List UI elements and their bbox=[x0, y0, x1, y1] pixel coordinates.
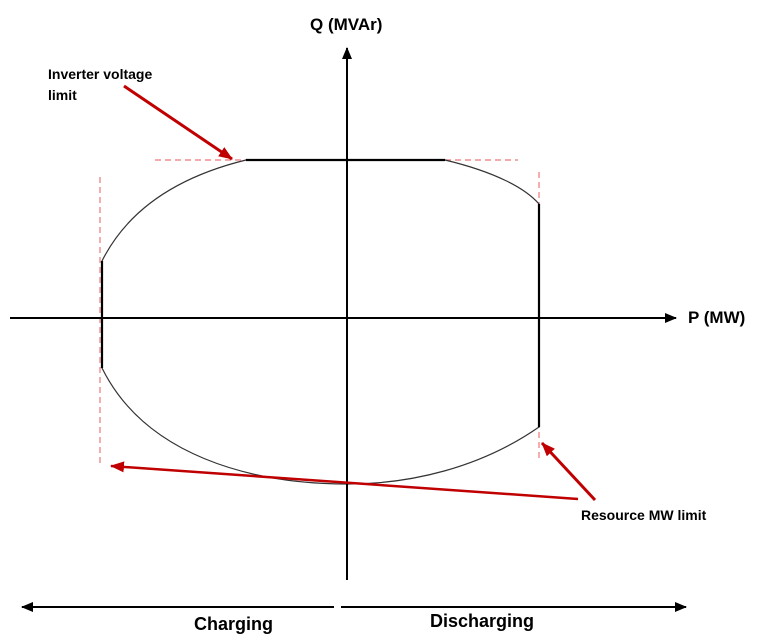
inverter-voltage-limit-label-line1: Inverter voltage bbox=[48, 66, 152, 82]
capability-curve bbox=[101, 159, 540, 485]
resource-mw-limit-arrow-charging bbox=[110, 461, 579, 501]
inverter-voltage-limit-arrow bbox=[123, 84, 233, 161]
resource-mw-limit-arrow-discharging bbox=[540, 441, 597, 502]
resource-mw-limit-label: Resource MW limit bbox=[581, 507, 707, 523]
discharging-label: Discharging bbox=[430, 611, 534, 631]
p-axis-label: P (MW) bbox=[688, 308, 745, 327]
q-axis-label: Q (MVAr) bbox=[310, 15, 382, 34]
charging-label: Charging bbox=[194, 614, 273, 634]
inverter-voltage-limit-label-line2: limit bbox=[48, 87, 77, 103]
